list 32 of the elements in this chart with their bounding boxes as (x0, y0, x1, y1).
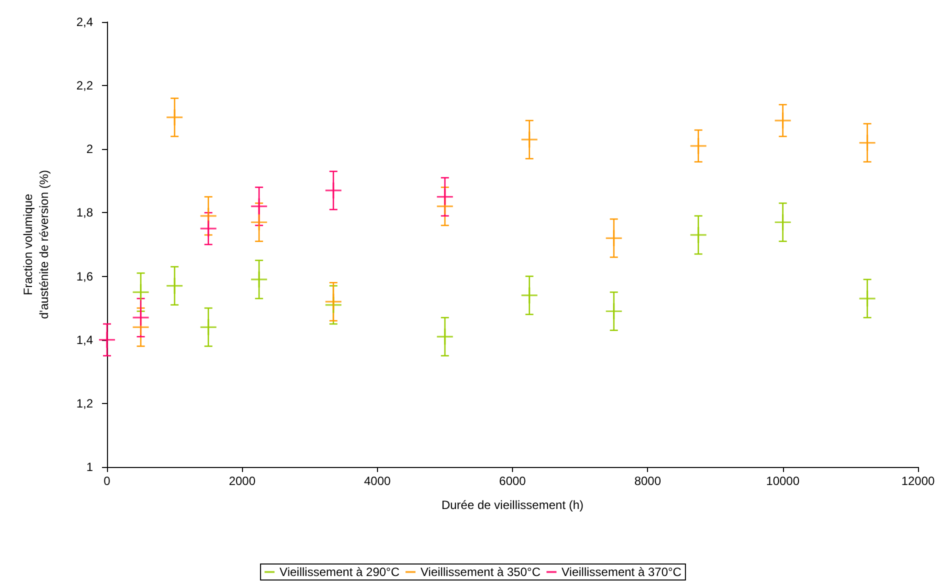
y-tick-label: 1 (86, 460, 94, 474)
y-axis-title: Fraction volumique d'austénite de réversion (%) (21, 170, 51, 320)
point (251, 214, 268, 230)
y-tick-label: 1,4 (76, 332, 94, 347)
y-tick-label: 1,2 (76, 396, 94, 410)
x-tick-label: 4000 (364, 474, 392, 488)
legend-label: Vieillissement à 290°C (280, 565, 400, 579)
legend-label: Vieillissement à 370°C (561, 565, 682, 579)
y-tick-label: 2,2 (76, 78, 94, 93)
point (200, 220, 216, 237)
y-tick-label: 1,6 (76, 269, 94, 284)
point (774, 112, 791, 129)
x-tick-label: 2000 (228, 474, 256, 488)
point (690, 138, 706, 154)
point (859, 290, 876, 307)
x-axis-title: Durée de vieillissement (h) (441, 498, 584, 512)
y-tick-label: 2 (86, 142, 94, 156)
point (325, 182, 342, 198)
point (690, 226, 706, 243)
point (132, 284, 149, 300)
x-tick-label: 0 (104, 474, 111, 488)
point (99, 332, 115, 348)
point (251, 271, 268, 288)
y-tick-label: 2,4 (76, 15, 94, 29)
point (132, 310, 149, 326)
x-tick-label: 10000 (766, 474, 800, 488)
point (251, 198, 268, 214)
x-tick-label: 8000 (634, 474, 662, 488)
x-tick-label: 12000 (901, 474, 936, 488)
x-tick-label: 6000 (499, 474, 526, 488)
legend-label: Vieillissement à 350°C (420, 565, 541, 579)
y-tick-label: 1,8 (76, 206, 94, 220)
